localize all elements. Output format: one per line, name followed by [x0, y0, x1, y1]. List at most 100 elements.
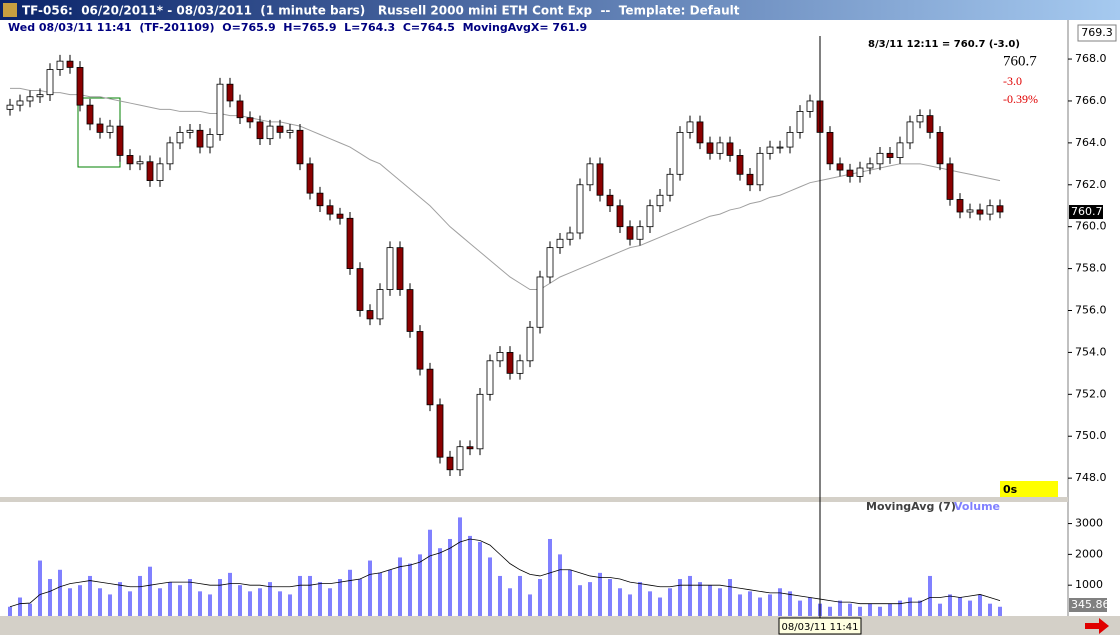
candle-body — [716, 142, 724, 154]
volume-bar — [578, 585, 582, 616]
volume-average-line — [9, 538, 1001, 608]
volume-bar — [788, 591, 792, 616]
volume-bar — [318, 582, 322, 616]
candle-body — [126, 155, 134, 165]
candle-body — [286, 129, 294, 133]
candle-body — [616, 205, 624, 228]
candle-body — [916, 115, 924, 123]
bar-info: Wed 08/03/11 11:41 (TF-201109) O=765.9 H… — [8, 21, 587, 34]
volume-bar — [248, 591, 252, 616]
volume-bar — [28, 603, 32, 616]
candle-body — [76, 67, 84, 106]
candle-body — [226, 83, 234, 102]
candle-body — [396, 247, 404, 290]
candle-body — [216, 83, 224, 135]
candle-body — [346, 217, 354, 269]
candle-body — [986, 205, 994, 215]
axis-top-box — [1077, 24, 1117, 42]
moving-average-line — [10, 87, 1001, 291]
volume-bar — [498, 575, 502, 616]
volume-bar — [998, 606, 1002, 616]
candle-body — [86, 104, 94, 125]
volume-bar — [658, 597, 662, 616]
candle-body — [836, 163, 844, 171]
candle-body — [166, 142, 174, 165]
y-tick-label: 760.0 — [1075, 220, 1107, 233]
volume-bar — [118, 582, 122, 616]
candle-body — [246, 117, 254, 123]
title-bar — [0, 0, 1120, 20]
volume-bar — [448, 538, 452, 616]
volume-bar — [508, 588, 512, 616]
volume-bar — [678, 579, 682, 616]
candle-body — [626, 226, 634, 240]
candle-body — [176, 131, 184, 144]
timer: 0s — [1003, 483, 1018, 496]
legend-entry: MovingAvg (7) — [866, 500, 956, 513]
volume-bar — [38, 560, 42, 616]
candle-body — [356, 268, 364, 311]
volume-bar — [878, 606, 882, 616]
candle-body — [406, 289, 414, 332]
volume-bar — [798, 600, 802, 616]
volume-bar — [218, 579, 222, 616]
candle-body — [856, 167, 864, 177]
quote-line: 8/3/11 12:11 = 760.7 (-3.0) — [868, 39, 1020, 50]
volume-bar — [98, 588, 102, 616]
candle-body — [256, 121, 264, 140]
volume-bar — [418, 554, 422, 616]
volume-bar — [938, 603, 942, 616]
candle-body — [946, 163, 954, 200]
candle-body — [976, 209, 984, 215]
volume-bar — [608, 579, 612, 616]
volume-bar — [138, 575, 142, 616]
candle-body — [536, 276, 544, 328]
candle-body — [436, 404, 444, 458]
volume-bar — [268, 582, 272, 616]
volume-bar — [918, 600, 922, 616]
candle-body — [296, 129, 304, 165]
volume-bar — [758, 597, 762, 616]
window-title: TF-056: 06/20/2011* - 08/03/2011 (1 minu… — [22, 4, 740, 18]
candle-body — [546, 247, 554, 278]
candle-body — [656, 194, 664, 207]
volume-bar — [568, 569, 572, 616]
candle-body — [576, 184, 584, 234]
candle-body — [926, 115, 934, 133]
volume-bar — [128, 591, 132, 616]
volume-bar — [158, 588, 162, 616]
candle-body — [386, 247, 394, 290]
volume-bar — [458, 517, 462, 616]
candle-body — [596, 163, 604, 196]
price-axis — [1068, 20, 1120, 616]
candle-body — [196, 129, 204, 148]
candle-body — [266, 125, 274, 140]
y-tick-label: 768.0 — [1075, 52, 1107, 65]
candle-body — [566, 232, 574, 240]
volume-bar — [328, 588, 332, 616]
volume-bar — [988, 603, 992, 616]
candle-body — [526, 326, 534, 362]
volume-bar — [948, 594, 952, 616]
last-price-box — [1069, 205, 1103, 220]
y-tick-label: 2000 — [1075, 547, 1103, 560]
app-icon — [3, 3, 17, 17]
cursor-time-box — [778, 617, 862, 635]
volume-bar — [648, 591, 652, 616]
scroll-arrow[interactable] — [1085, 618, 1109, 634]
candle-body — [866, 163, 874, 169]
y-tick-label: 748.0 — [1075, 471, 1107, 484]
candle-body — [366, 310, 374, 320]
candle-body — [336, 213, 344, 219]
candle-body — [996, 205, 1004, 213]
volume-bar — [768, 594, 772, 616]
candle-body — [36, 94, 44, 98]
volume-bar — [258, 588, 262, 616]
volume-bar — [238, 585, 242, 616]
volume-bar — [68, 588, 72, 616]
volume-bar — [88, 575, 92, 616]
candle-body — [486, 360, 494, 395]
candle-body — [746, 173, 754, 186]
y-tick-label: 1000 — [1075, 578, 1103, 591]
volume-bar — [708, 585, 712, 616]
